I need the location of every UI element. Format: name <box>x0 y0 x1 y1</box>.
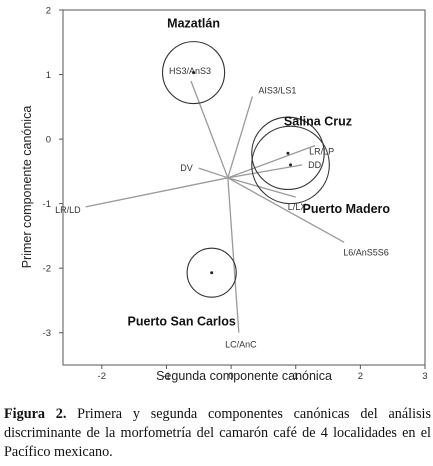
y-tick-label: -3 <box>43 328 51 339</box>
y-tick-label: 1 <box>46 70 51 81</box>
group-circle <box>186 247 237 298</box>
group-circle <box>251 116 325 190</box>
x-tick-label: 1 <box>293 371 298 382</box>
caption-label: Figura 2. <box>4 406 67 422</box>
group-label: Puerto San Carlos <box>127 315 235 329</box>
group-centroid <box>289 163 293 167</box>
loading-vector <box>198 167 229 179</box>
chart-canvas: -2 -1 0 1 2 3 -3 -2 -1 0 1 2 HS3/AnS3 AIS3/LS1 LR/LP D… <box>20 6 428 384</box>
vector-label: L/LX <box>288 202 307 212</box>
x-tick-label: 2 <box>358 371 363 382</box>
figure-caption: Figura 2. Primera y segunda componentes … <box>4 405 431 462</box>
plot-area-frame <box>62 9 426 366</box>
loading-vector <box>227 177 345 243</box>
group-centroid <box>192 71 196 75</box>
loading-vector <box>85 177 228 208</box>
group-centroid <box>286 151 290 155</box>
group-label: Salina Cruz <box>284 114 352 128</box>
vector-label: AIS3/LS1 <box>258 85 296 95</box>
loading-vector <box>227 177 296 198</box>
x-tick-label: 0 <box>228 371 233 382</box>
vector-label: LR/LP <box>309 147 334 157</box>
vector-label: DD <box>308 160 321 170</box>
y-tick-label: -2 <box>43 264 51 275</box>
vector-label: LC/AnC <box>225 340 257 350</box>
group-label: Mazatlán <box>167 17 220 31</box>
loading-vector <box>227 164 303 179</box>
vector-label: LR/LD <box>55 205 81 215</box>
group-circle <box>251 125 330 205</box>
x-tick-label: -2 <box>98 371 106 382</box>
x-tick-label: -1 <box>162 371 170 382</box>
group-circle <box>161 41 226 105</box>
discriminant-chart: -2 -1 0 1 2 3 -3 -2 -1 0 1 2 HS3/AnS3 AIS3/LS1 LR/LP D… <box>20 6 428 384</box>
loading-vector <box>227 144 316 179</box>
y-tick-label: -1 <box>43 199 51 210</box>
group-centroid <box>210 271 214 275</box>
y-tick-label: 2 <box>46 6 51 17</box>
loading-vector <box>227 96 254 179</box>
vector-label: DV <box>180 163 193 173</box>
loading-vector <box>227 177 240 333</box>
x-tick-label: 3 <box>422 371 427 382</box>
vector-label: L6/AnS5S6 <box>343 247 389 257</box>
loading-vector <box>190 80 229 179</box>
vector-label: HS3/AnS3 <box>169 66 211 76</box>
caption-text: Primera y segunda componentes canónicas … <box>4 406 431 460</box>
y-axis-label: Primer componente canónica <box>20 106 34 269</box>
group-label: Puerto Madero <box>303 202 391 216</box>
x-axis-label: Segunda componente canónica <box>156 369 332 383</box>
y-tick-label: 0 <box>46 135 51 146</box>
